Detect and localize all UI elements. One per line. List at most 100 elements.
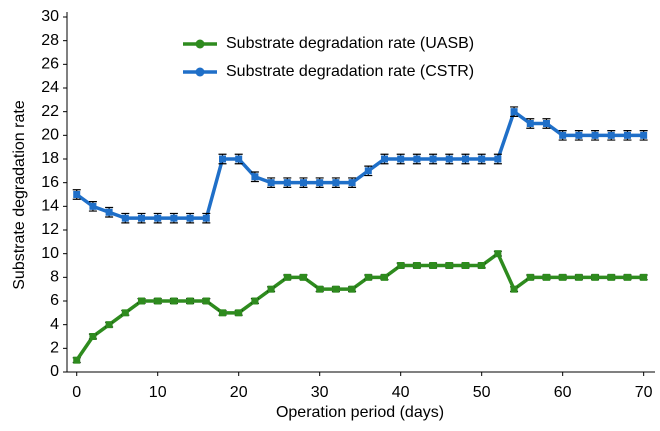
- x-tick-label: 0: [72, 384, 81, 401]
- marker: [316, 179, 324, 187]
- marker: [623, 273, 631, 281]
- marker: [235, 155, 243, 163]
- marker: [478, 155, 486, 163]
- marker: [251, 173, 259, 181]
- marker: [380, 155, 388, 163]
- marker: [186, 297, 194, 305]
- marker: [283, 273, 291, 281]
- marker: [607, 273, 615, 281]
- marker: [202, 214, 210, 222]
- y-tick-label: 22: [41, 103, 59, 120]
- y-tick-label: 14: [41, 198, 59, 215]
- marker: [542, 273, 550, 281]
- marker: [154, 214, 162, 222]
- y-tick-label: 20: [41, 127, 59, 144]
- marker: [510, 285, 518, 293]
- marker: [413, 155, 421, 163]
- marker: [623, 131, 631, 139]
- x-tick-label: 60: [554, 384, 572, 401]
- y-tick-label: 2: [50, 340, 59, 357]
- x-tick-label: 10: [149, 384, 167, 401]
- marker: [494, 250, 502, 258]
- marker: [413, 262, 421, 269]
- marker: [283, 179, 291, 187]
- x-tick-label: 70: [635, 384, 653, 401]
- marker: [445, 155, 453, 163]
- marker: [267, 179, 275, 187]
- marker: [299, 273, 307, 281]
- marker: [219, 309, 227, 317]
- y-tick-label: 18: [41, 150, 59, 167]
- marker: [348, 285, 356, 293]
- y-tick-label: 30: [41, 8, 59, 25]
- marker: [575, 273, 583, 281]
- marker: [251, 297, 259, 305]
- marker: [73, 356, 81, 364]
- marker: [332, 179, 340, 187]
- marker: [575, 131, 583, 139]
- marker: [526, 120, 534, 127]
- marker: [73, 191, 81, 198]
- marker: [494, 155, 502, 163]
- marker: [348, 179, 356, 187]
- marker: [138, 214, 146, 222]
- marker: [267, 285, 275, 293]
- marker: [299, 179, 307, 187]
- y-tick-label: 0: [50, 363, 59, 380]
- marker: [607, 131, 615, 139]
- marker: [397, 262, 405, 269]
- marker: [364, 167, 372, 175]
- marker: [542, 120, 550, 127]
- x-tick-label: 50: [473, 384, 491, 401]
- y-tick-label: 26: [41, 56, 59, 73]
- marker: [429, 262, 437, 269]
- legend-label: Substrate degradation rate (CSTR): [226, 63, 474, 80]
- legend-marker: [195, 39, 205, 49]
- y-axis-label: Substrate degradation rate: [11, 100, 28, 290]
- marker: [105, 208, 113, 216]
- legend-marker: [195, 67, 205, 77]
- marker: [170, 297, 178, 305]
- y-tick-label: 12: [41, 221, 59, 238]
- marker: [559, 273, 567, 281]
- marker: [89, 333, 97, 340]
- marker: [235, 309, 243, 317]
- y-tick-label: 24: [41, 79, 59, 96]
- marker: [121, 214, 129, 222]
- marker: [89, 202, 97, 210]
- marker: [186, 214, 194, 222]
- marker: [105, 321, 113, 329]
- y-tick-label: 6: [50, 292, 59, 309]
- marker: [445, 262, 453, 269]
- y-tick-label: 28: [41, 32, 59, 49]
- marker: [640, 273, 648, 281]
- marker: [316, 285, 324, 293]
- marker: [591, 273, 599, 281]
- marker: [138, 297, 146, 305]
- marker: [364, 273, 372, 281]
- y-tick-label: 16: [41, 174, 59, 191]
- marker: [461, 155, 469, 163]
- series-line: [75, 108, 644, 220]
- marker: [121, 309, 129, 317]
- x-axis-label: Operation period (days): [276, 404, 444, 421]
- legend-label: Substrate degradation rate (UASB): [226, 35, 474, 52]
- y-tick-label: 8: [50, 269, 59, 286]
- series-line: [75, 250, 644, 362]
- marker: [429, 155, 437, 163]
- y-tick-label: 4: [50, 316, 59, 333]
- marker: [380, 273, 388, 281]
- marker: [397, 155, 405, 163]
- x-tick-label: 30: [311, 384, 329, 401]
- x-tick-label: 20: [230, 384, 248, 401]
- marker: [640, 131, 648, 139]
- marker: [591, 131, 599, 139]
- marker: [154, 297, 162, 305]
- marker: [202, 297, 210, 305]
- marker: [478, 262, 486, 269]
- marker: [219, 155, 227, 163]
- x-tick-label: 40: [392, 384, 410, 401]
- y-tick-label: 10: [41, 245, 59, 262]
- marker: [461, 262, 469, 269]
- marker: [526, 273, 534, 281]
